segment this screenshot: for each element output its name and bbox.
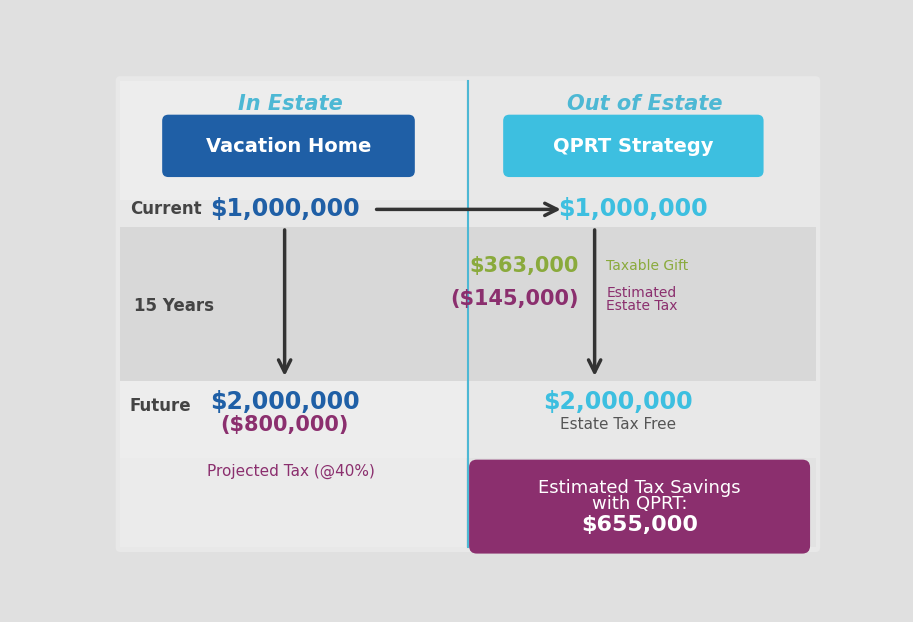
FancyBboxPatch shape <box>466 381 815 458</box>
Text: with QPRT:: with QPRT: <box>592 495 687 513</box>
Text: Out of Estate: Out of Estate <box>567 94 723 114</box>
Text: $1,000,000: $1,000,000 <box>559 197 708 221</box>
Text: Vacation Home: Vacation Home <box>205 137 372 156</box>
Text: Taxable Gift: Taxable Gift <box>606 259 688 272</box>
Text: Estimated Tax Savings: Estimated Tax Savings <box>539 479 740 497</box>
FancyBboxPatch shape <box>469 460 810 554</box>
FancyBboxPatch shape <box>116 76 820 552</box>
Text: Estate Tax: Estate Tax <box>606 299 677 313</box>
Text: ($145,000): ($145,000) <box>451 289 579 310</box>
FancyBboxPatch shape <box>121 381 466 458</box>
Text: QPRT Strategy: QPRT Strategy <box>553 137 714 156</box>
Text: ($800,000): ($800,000) <box>220 415 349 435</box>
Text: $1,000,000: $1,000,000 <box>210 197 360 221</box>
Text: 15 Years: 15 Years <box>133 297 214 315</box>
Text: $2,000,000: $2,000,000 <box>210 390 360 414</box>
Text: Estimated: Estimated <box>606 285 677 300</box>
FancyBboxPatch shape <box>466 81 815 200</box>
Text: In Estate: In Estate <box>238 94 343 114</box>
FancyBboxPatch shape <box>121 81 466 200</box>
Text: $363,000: $363,000 <box>470 256 579 276</box>
Text: Estate Tax Free: Estate Tax Free <box>560 417 676 432</box>
FancyBboxPatch shape <box>121 458 466 547</box>
Text: $655,000: $655,000 <box>581 515 698 535</box>
Text: $2,000,000: $2,000,000 <box>543 390 693 414</box>
FancyBboxPatch shape <box>163 114 415 177</box>
FancyBboxPatch shape <box>121 227 815 381</box>
FancyBboxPatch shape <box>466 458 815 547</box>
Text: Projected Tax (@40%): Projected Tax (@40%) <box>207 463 374 479</box>
Text: Current: Current <box>130 200 201 218</box>
Text: Future: Future <box>130 397 191 415</box>
FancyBboxPatch shape <box>503 114 763 177</box>
